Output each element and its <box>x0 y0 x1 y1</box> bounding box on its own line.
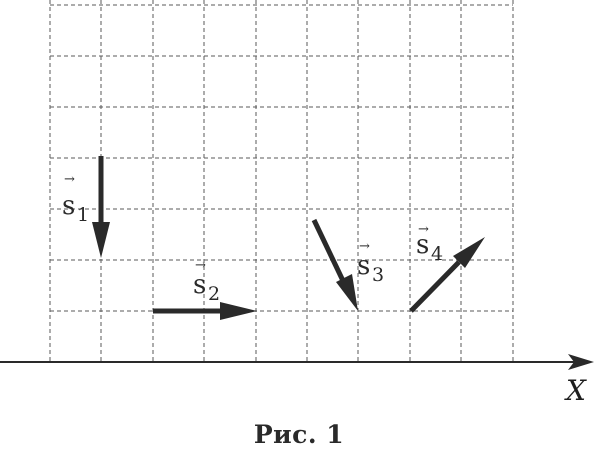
label-s1: → s 1 <box>62 172 89 226</box>
label-s4-index: 4 <box>431 243 443 265</box>
vector-s1-arrowhead <box>92 222 110 258</box>
label-s2-index: 2 <box>208 283 220 305</box>
label-s1-base: s <box>62 191 75 221</box>
vector-s1 <box>92 156 110 258</box>
vector-s4-arrowhead <box>453 237 485 268</box>
x-axis-label: X <box>564 374 587 407</box>
figure-caption: Рис. 1 <box>253 420 345 449</box>
x-axis <box>0 354 594 370</box>
vector-s3 <box>311 218 358 311</box>
vector-s2 <box>153 302 257 320</box>
label-s3: → s 3 <box>357 239 384 286</box>
vector-s4 <box>409 237 485 313</box>
label-s3-index: 3 <box>372 264 384 286</box>
grid <box>49 0 514 362</box>
vector-s2-arrowhead <box>220 302 257 320</box>
x-axis-arrowhead <box>568 354 594 370</box>
label-s4-base: s <box>416 230 429 260</box>
label-s4-arrow-mark: → <box>418 222 429 237</box>
label-s2: → s 2 <box>193 258 220 305</box>
label-s1-arrow-mark: → <box>64 172 75 187</box>
label-s1-index: 1 <box>77 204 89 226</box>
label-s3-arrow-mark: → <box>359 239 370 254</box>
label-s3-base: s <box>357 251 370 281</box>
vector-s3-arrowhead <box>336 274 358 311</box>
label-s4: → s 4 <box>416 222 443 265</box>
label-s2-base: s <box>193 270 206 300</box>
label-s2-arrow-mark: → <box>195 258 206 273</box>
